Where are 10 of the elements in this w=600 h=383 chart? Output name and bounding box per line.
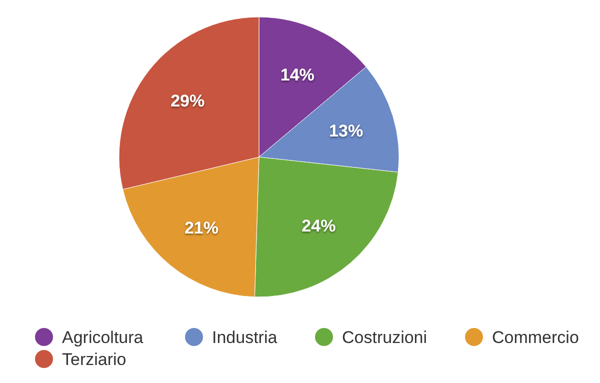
data-label: 14% (280, 65, 314, 84)
data-label: 13% (329, 121, 364, 140)
legend-label: Costruzioni (342, 328, 428, 347)
legend-label: Commercio (492, 328, 579, 347)
data-label: 24% (302, 216, 336, 236)
data-label: 21% (184, 218, 218, 238)
legend-label: Terziario (62, 350, 126, 369)
data-label: 29% (170, 92, 205, 111)
legend-label: Agricoltura (62, 328, 144, 347)
legend-label: Industria (212, 328, 278, 347)
